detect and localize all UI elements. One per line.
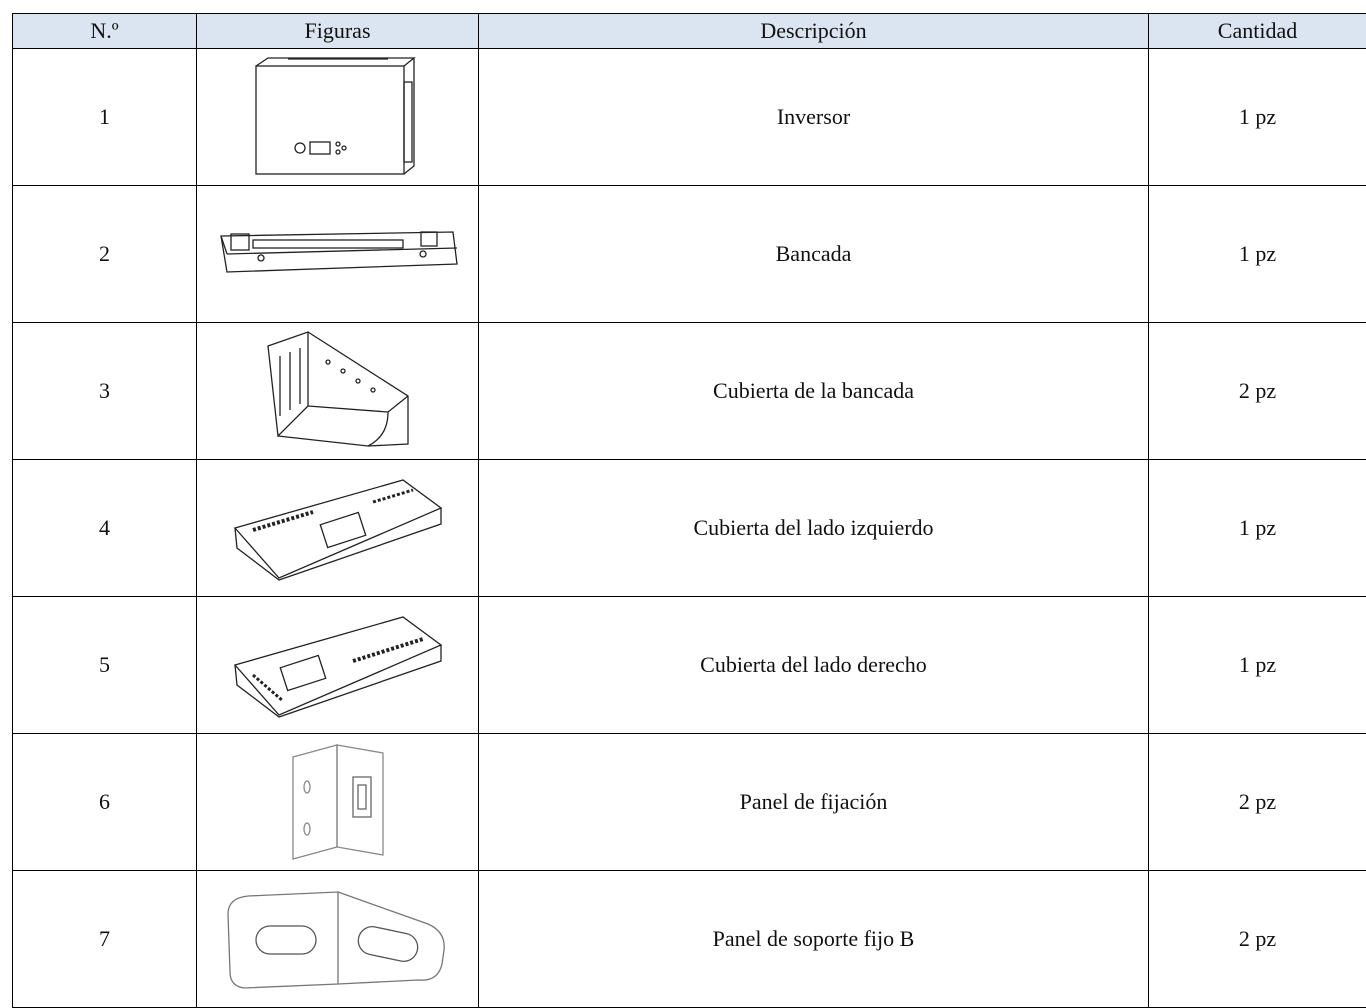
- number-cell: 3: [13, 323, 197, 460]
- header-cell: N.º: [13, 14, 197, 49]
- row: 2 Bancada 1 pz: [13, 186, 1366, 323]
- base-figure: [213, 214, 463, 294]
- description-cell: Panel de fijación: [479, 734, 1149, 871]
- left-cover-figure: [223, 468, 453, 588]
- header-cell: Figuras: [197, 14, 479, 49]
- figure-cell: [197, 186, 479, 323]
- header-cell: Descripción: [479, 14, 1149, 49]
- quantity-cell: 1 pz: [1149, 186, 1366, 323]
- number-cell: 6: [13, 734, 197, 871]
- number-cell: 2: [13, 186, 197, 323]
- quantity-cell: 1 pz: [1149, 460, 1366, 597]
- row: 3 Cubierta de la bancada 2 pz: [13, 323, 1366, 460]
- fixing-panel-figure: [273, 737, 403, 867]
- row: 7 Panel de soporte fijo B 2 pz: [13, 871, 1366, 1008]
- figure-cell: [197, 49, 479, 186]
- number-cell: 5: [13, 597, 197, 734]
- quantity-cell: 2 pz: [1149, 734, 1366, 871]
- support-panel-figure: [218, 884, 458, 994]
- inverter-figure: [238, 52, 438, 182]
- header-cell: Cantidad: [1149, 14, 1366, 49]
- row: 4 Cubierta del lado izquierdo 1 pz: [13, 460, 1366, 597]
- base-cover-figure: [248, 326, 428, 456]
- quantity-cell: 2 pz: [1149, 871, 1366, 1008]
- quantity-cell: 2 pz: [1149, 323, 1366, 460]
- figure-cell: [197, 597, 479, 734]
- description-cell: Bancada: [479, 186, 1149, 323]
- row: 1 Inversor 1 pz: [13, 49, 1366, 186]
- right-cover-figure: [223, 605, 453, 725]
- number-cell: 4: [13, 460, 197, 597]
- figure-cell: [197, 323, 479, 460]
- description-cell: Cubierta del lado izquierdo: [479, 460, 1149, 597]
- description-cell: Inversor: [479, 49, 1149, 186]
- quantity-cell: 1 pz: [1149, 49, 1366, 186]
- figure-cell: [197, 460, 479, 597]
- description-cell: Cubierta de la bancada: [479, 323, 1149, 460]
- number-cell: 7: [13, 871, 197, 1008]
- number-cell: 1: [13, 49, 197, 186]
- figure-cell: [197, 734, 479, 871]
- description-cell: Panel de soporte fijo B: [479, 871, 1149, 1008]
- figure-cell: [197, 871, 479, 1008]
- row: 6 Panel de fijación 2 pz: [13, 734, 1366, 871]
- parts-table: N.º Figuras Descripción Cantidad 1 Inver…: [12, 13, 1366, 1008]
- row: 5 Cubierta del lado derecho 1 pz: [13, 597, 1366, 734]
- quantity-cell: 1 pz: [1149, 597, 1366, 734]
- description-cell: Cubierta del lado derecho: [479, 597, 1149, 734]
- header-row: N.º Figuras Descripción Cantidad: [13, 14, 1366, 49]
